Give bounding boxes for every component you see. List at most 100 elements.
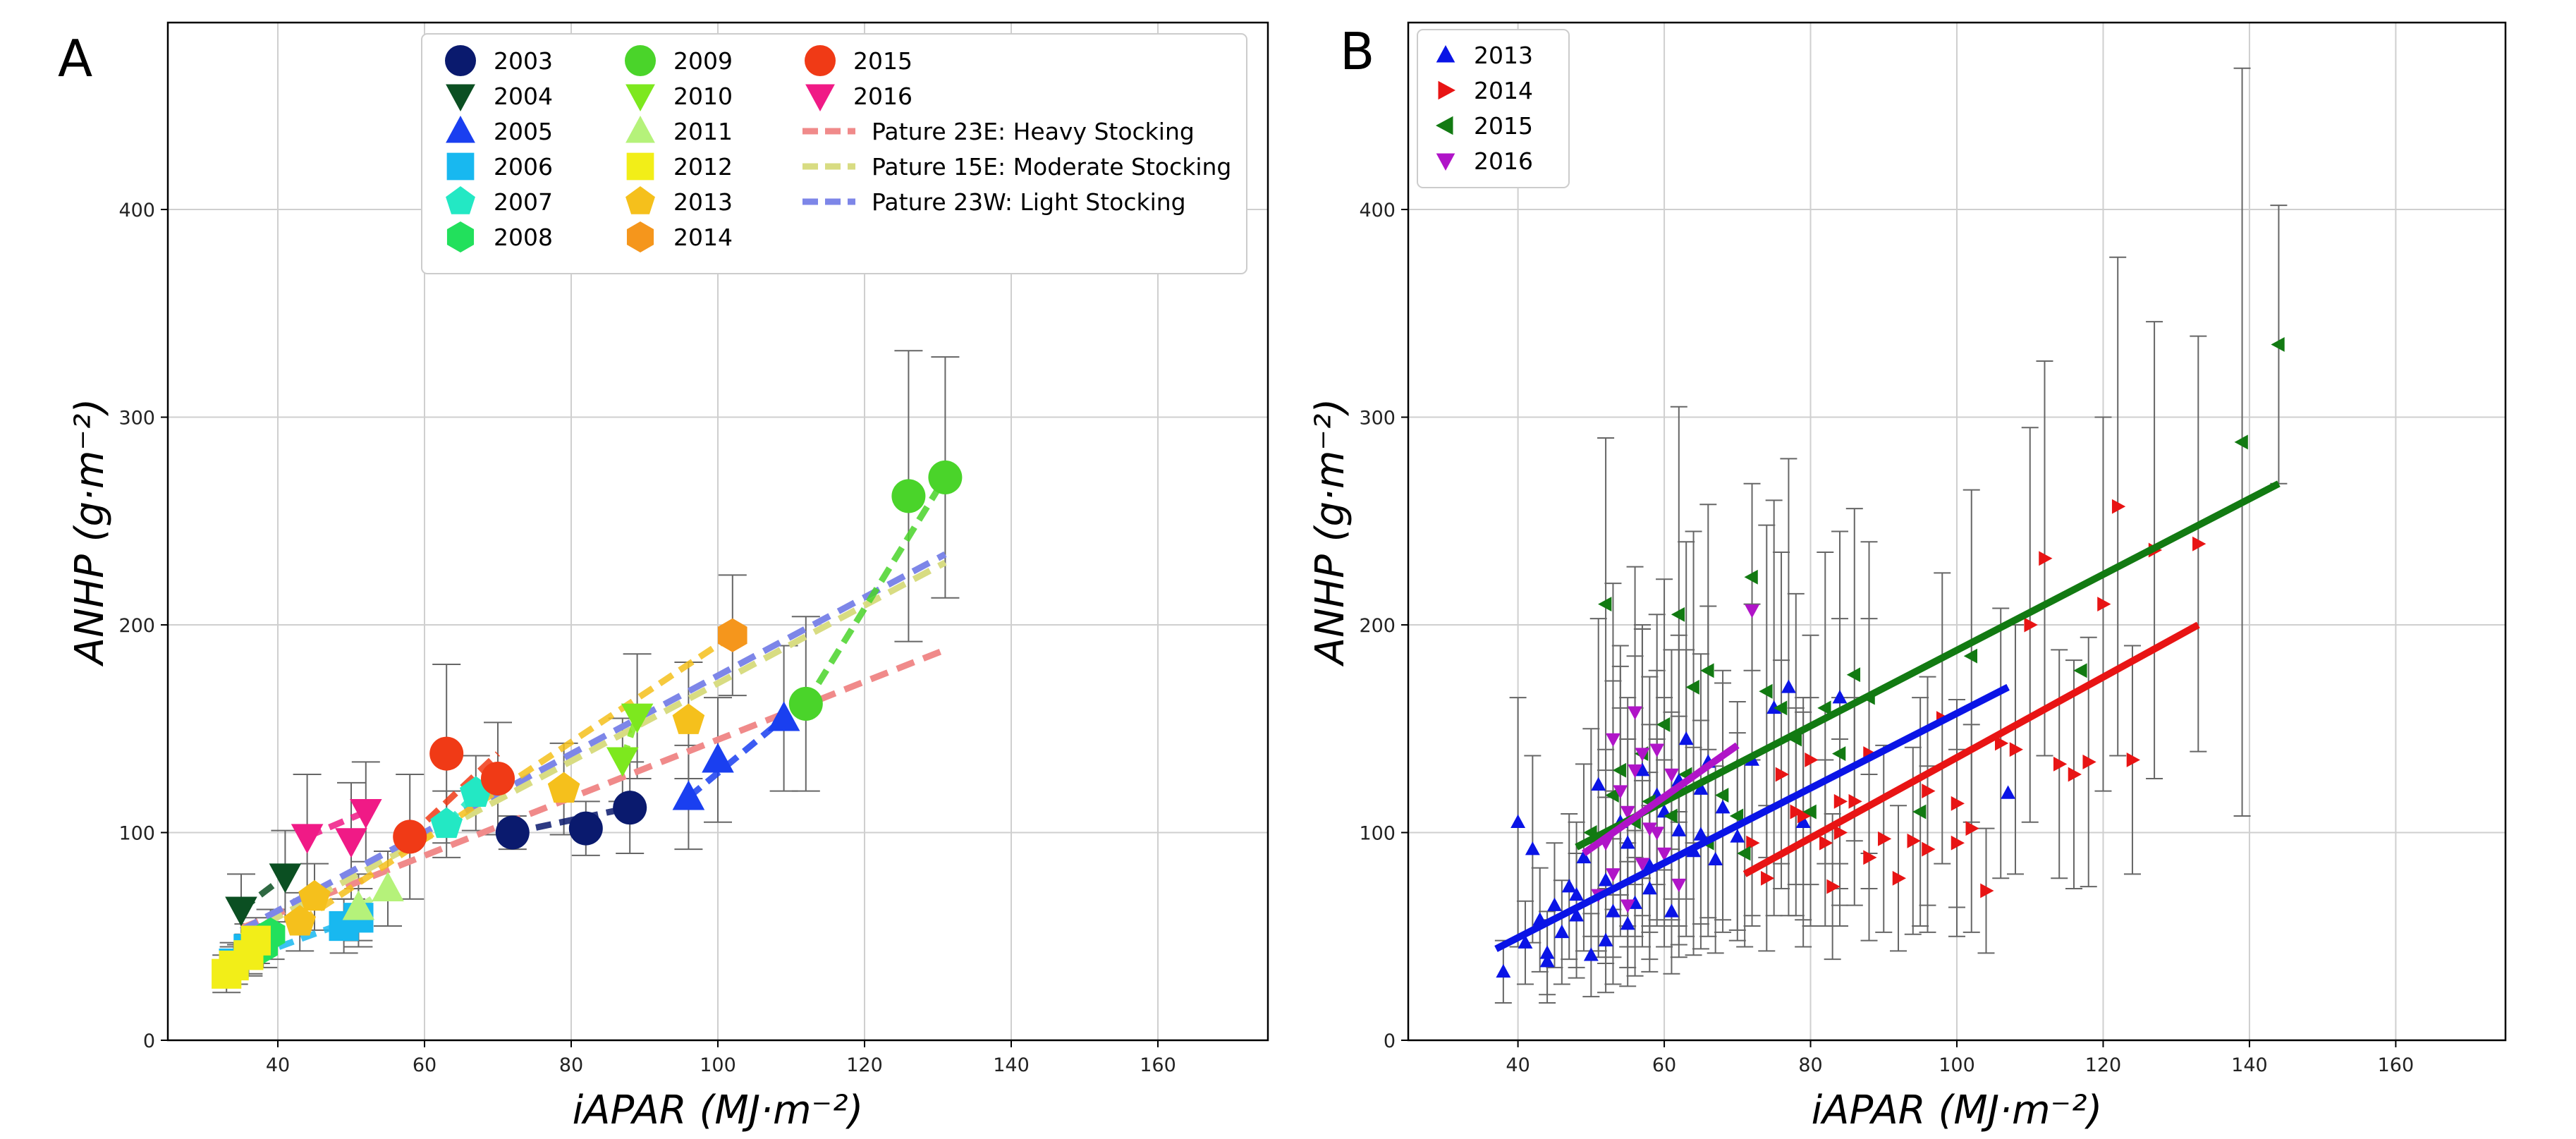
data-point	[1846, 667, 1861, 683]
data-point	[621, 703, 654, 733]
legend-label: 2011	[673, 118, 733, 145]
data-point	[1832, 690, 1848, 704]
legend-marker	[445, 45, 476, 76]
x-tick-label: 60	[1652, 1054, 1676, 1076]
legend-label: 2007	[494, 188, 553, 216]
data-point	[350, 799, 382, 829]
data-point	[225, 896, 257, 927]
data-point	[1833, 793, 1848, 809]
y-tick-label: 0	[143, 1030, 155, 1052]
data-point	[1539, 945, 1555, 959]
stocking-trend-line	[239, 559, 947, 939]
regression-line	[1582, 742, 1740, 857]
legend-label: 2006	[494, 153, 553, 181]
data-point	[1892, 870, 1907, 886]
legend-label: 2015	[853, 47, 912, 75]
legend-marker	[625, 116, 655, 143]
data-point	[298, 879, 331, 911]
y-tick-label: 300	[118, 408, 155, 430]
data-point	[1664, 768, 1679, 783]
data-point	[1598, 872, 1613, 887]
data-point	[1547, 897, 1562, 911]
data-point	[1628, 706, 1643, 720]
year-segment-line	[802, 475, 948, 706]
data-point	[2082, 754, 2096, 769]
data-point	[928, 460, 963, 494]
data-point	[1561, 879, 1577, 893]
legend-label: 2010	[673, 83, 733, 110]
legend-label: Pature 23W: Light Stocking	[872, 188, 1186, 216]
data-point	[2111, 499, 2126, 514]
data-point	[672, 703, 705, 734]
data-point	[1878, 831, 1892, 846]
data-point	[2073, 663, 2087, 678]
legend-label: Pature 23E: Heavy Stocking	[872, 118, 1195, 145]
data-point	[1649, 827, 1665, 841]
data-point	[1605, 788, 1619, 803]
data-point	[2001, 785, 2016, 799]
data-point	[1606, 903, 1620, 918]
data-point	[1635, 748, 1650, 762]
data-point	[342, 890, 375, 920]
data-point	[2234, 434, 2248, 450]
legend-marker	[626, 152, 654, 181]
data-point	[291, 824, 324, 854]
data-point	[430, 807, 463, 839]
legend-label: 2009	[673, 47, 733, 75]
plot-frame	[1407, 21, 2507, 1042]
y-tick-label: 100	[1359, 823, 1396, 845]
data-point	[1907, 833, 1921, 848]
data-point	[2068, 767, 2082, 782]
data-point	[1863, 850, 1877, 865]
y-tick-label: 200	[118, 615, 155, 637]
data-point	[672, 780, 705, 810]
legend-label: 2014	[673, 224, 733, 251]
y-tick-label: 0	[1384, 1030, 1396, 1052]
legend-marker	[446, 186, 475, 214]
data-point	[606, 747, 639, 777]
legend-label: 2012	[673, 153, 733, 181]
legend-marker	[446, 221, 475, 252]
data-point	[335, 828, 367, 858]
data-point	[702, 743, 734, 773]
data-point	[2053, 756, 2068, 772]
data-point	[1591, 776, 1606, 791]
data-point	[1922, 784, 1936, 799]
y-tick-label: 200	[1359, 615, 1396, 637]
data-point	[1912, 804, 1927, 820]
data-point	[2097, 597, 2111, 612]
data-point	[1671, 878, 1687, 893]
x-tick-label: 140	[2231, 1054, 2268, 1076]
x-tick-label: 120	[2085, 1054, 2122, 1076]
data-point	[718, 618, 747, 652]
legend-marker	[1438, 80, 1455, 100]
data-point	[1744, 569, 1758, 585]
regression-line	[1742, 621, 2200, 877]
data-point	[1613, 785, 1628, 799]
data-point	[1963, 648, 1977, 664]
legend-label: Pature 15E: Moderate Stocking	[872, 153, 1231, 181]
data-point	[1671, 607, 1685, 622]
regression-line	[1575, 480, 2281, 851]
x-tick-label: 100	[700, 1054, 736, 1076]
y-tick-label: 300	[1359, 408, 1396, 430]
x-tick-label: 140	[993, 1054, 1030, 1076]
legend-marker	[805, 45, 836, 76]
data-point	[481, 761, 515, 796]
data-point	[1708, 851, 1723, 866]
legend-marker	[625, 45, 656, 76]
legend-label: 2008	[494, 224, 553, 251]
data-point	[1635, 858, 1650, 872]
data-point	[372, 872, 404, 902]
x-tick-label: 40	[266, 1054, 290, 1076]
legend-label: 2013	[1474, 42, 1533, 69]
year-segment-line	[298, 632, 735, 925]
data-point	[1496, 963, 1511, 978]
data-point	[767, 701, 800, 731]
data-point	[1737, 846, 1751, 861]
data-point	[1606, 868, 1620, 882]
x-tick-label: 40	[1506, 1054, 1530, 1076]
legend-marker	[446, 116, 475, 143]
panel-label: B	[1340, 22, 1374, 81]
legend-label: 2015	[1474, 112, 1533, 140]
